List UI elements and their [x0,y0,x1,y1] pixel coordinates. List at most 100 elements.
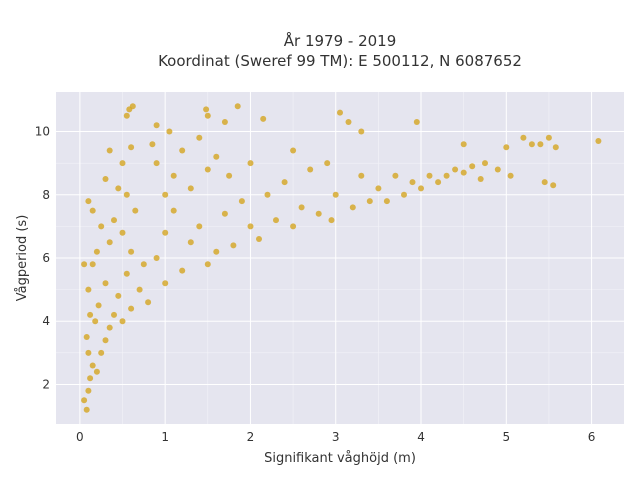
y-axis-label: Vågperiod (s) [15,215,30,302]
scatter-point [503,144,510,151]
scatter-point [234,103,241,110]
scatter-point [345,119,352,125]
scatter-point [247,223,254,230]
scatter-point [115,185,122,192]
scatter-point [87,375,94,382]
x-axis-label: Signifikant våghöjd (m) [264,451,416,466]
x-tick-label: 4 [417,430,425,444]
scatter-point [358,172,365,179]
scatter-point [392,172,399,179]
scatter-point [111,217,117,224]
scatter-point [149,141,156,148]
scatter-point [162,280,169,287]
scatter-point [298,204,305,211]
scatter-point [409,179,416,186]
scatter-point [435,179,442,186]
scatter-point [452,166,459,173]
scatter-point [123,270,130,277]
scatter-point [87,311,94,318]
scatter-point [85,286,92,293]
scatter-point [290,147,297,154]
scatter-point [520,134,527,141]
scatter-point [119,229,126,236]
scatter-point [129,103,136,110]
y-tick-label: 4 [42,314,50,328]
scatter-point [170,207,177,214]
scatter-point [123,112,130,119]
scatter-point [102,280,109,287]
scatter-point [179,147,186,154]
scatter-point [477,176,484,182]
scatter-point [136,286,143,293]
scatter-point [426,172,433,179]
scatter-point [507,172,514,179]
scatter-point [106,147,113,154]
scatter-point [93,368,100,375]
scatter-point [132,207,139,214]
data-points [81,103,602,413]
scatter-point [366,198,373,205]
tick-labels: 0 1 2 3 4 5 6 2 4 6 8 10 [35,125,596,444]
scatter-point [85,349,92,356]
scatter-point [95,302,102,309]
scatter-point [128,305,135,312]
scatter-point [153,122,160,129]
chart-title-line-2: Koordinat (Sweref 99 TM): E 500112, N 60… [158,52,522,70]
scatter-point [528,141,535,148]
scatter-point [221,210,228,217]
y-tick-label: 2 [42,377,50,391]
scatter-point [358,128,365,135]
y-tick-label: 10 [35,125,50,139]
scatter-point [115,292,122,299]
scatter-point [213,153,220,160]
y-tick-label: 6 [42,251,50,265]
scatter-point [413,119,420,125]
scatter-point [552,144,559,151]
scatter-point [315,210,322,217]
scatter-point [494,166,501,173]
scatter-point [179,267,186,274]
grid-lines [56,92,624,424]
scatter-point [545,134,552,141]
scatter-point [162,191,169,198]
scatter-point [123,191,130,198]
scatter-point [153,160,160,167]
scatter-point [81,261,88,268]
scatter-point [469,163,476,170]
scatter-point [349,204,356,211]
scatter-point [145,299,152,306]
scatter-point [221,119,228,125]
scatter-point [98,223,105,230]
scatter-point [162,229,169,236]
scatter-point [128,144,135,151]
scatter-point [595,138,602,144]
scatter-point [204,112,211,119]
scatter-point [238,198,245,205]
x-tick-label: 5 [502,430,510,444]
scatter-point [153,255,160,261]
scatter-point [93,248,100,255]
scatter-point [119,318,126,325]
scatter-point [102,337,109,344]
scatter-point [290,223,297,230]
scatter-point [92,318,99,325]
scatter-point [264,191,271,198]
scatter-point [106,324,113,331]
scatter-point [106,239,113,246]
scatter-point [383,198,390,205]
scatter-point [196,223,203,230]
scatter-point [187,185,194,192]
scatter-point [85,198,92,205]
scatter-point [418,185,424,192]
x-tick-label: 6 [588,430,596,444]
scatter-point [170,172,177,179]
scatter-point [281,179,288,186]
scatter-point [401,191,407,198]
scatter-point [119,160,126,167]
scatter-point [102,176,109,182]
scatter-point [111,311,117,318]
scatter-point [140,261,147,268]
scatter-point [324,160,331,167]
scatter-point [230,242,237,249]
